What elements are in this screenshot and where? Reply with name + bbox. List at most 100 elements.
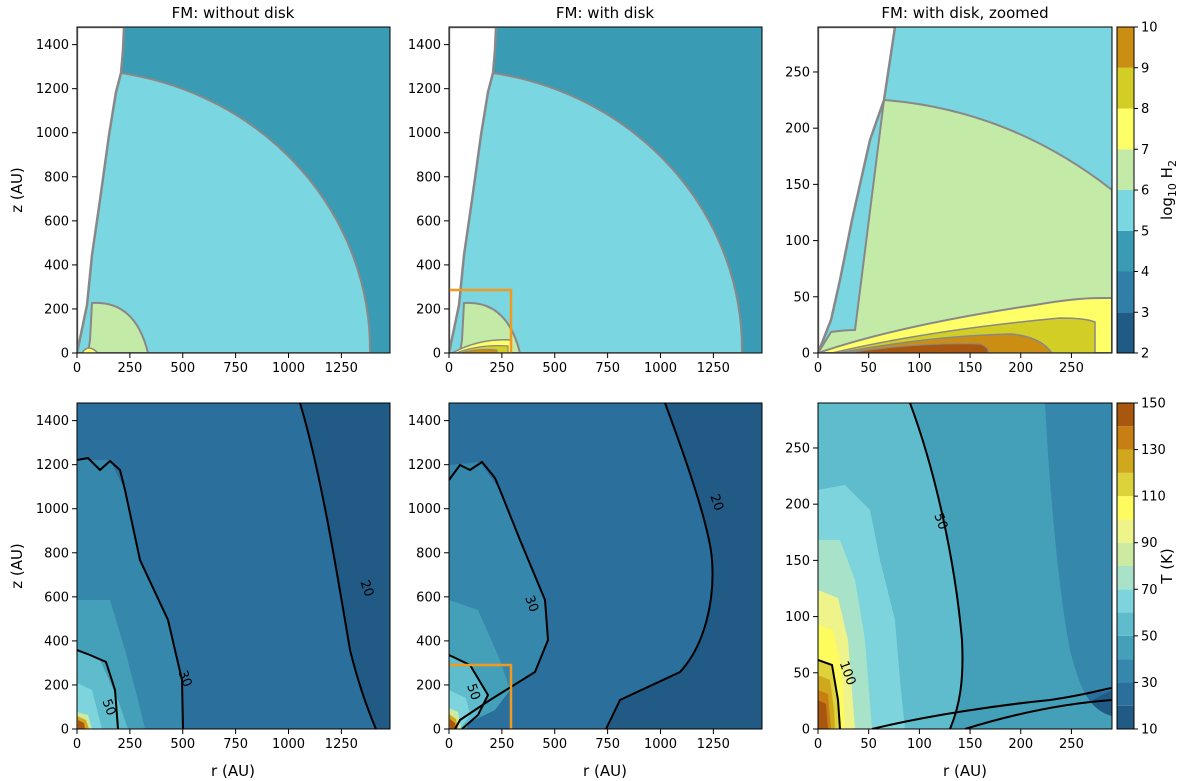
colorbar-tick-label: 2 xyxy=(1141,347,1149,362)
panel-h2-disk xyxy=(449,27,762,353)
colorbar-swatch xyxy=(1117,612,1134,636)
y-tick-label: 0 xyxy=(61,723,69,738)
x-tick-label: 1000 xyxy=(272,361,305,376)
axes-frame xyxy=(817,26,1113,354)
x-tick-label: 50 xyxy=(860,361,877,376)
colorbar-swatch xyxy=(1117,27,1134,68)
y-tick-label: 600 xyxy=(44,590,69,605)
colorbar-swatch xyxy=(1117,635,1134,660)
t-region-20-30 xyxy=(965,403,1112,729)
y-tick-label: 1000 xyxy=(36,502,69,517)
colorbar-tick-label: 110 xyxy=(1141,490,1166,505)
colorbar-swatch xyxy=(1117,449,1134,473)
x-tick-label: 200 xyxy=(1008,737,1033,752)
colorbar-swatch xyxy=(1117,472,1134,497)
zoom-box xyxy=(449,663,513,729)
x-tick-label: 750 xyxy=(223,361,248,376)
outflow-cavity xyxy=(77,27,126,353)
outflow-cavity xyxy=(818,27,897,353)
contour-label: 50 xyxy=(98,697,118,718)
colorbar-tick-label: 10 xyxy=(1141,21,1158,36)
y-tick-label: 0 xyxy=(802,723,810,738)
panel-h2-no-disk xyxy=(77,27,390,353)
colorbar-tick-label: 6 xyxy=(1141,184,1149,199)
y-label-top: z (AU) xyxy=(8,167,26,213)
y-tick-label: 1400 xyxy=(408,414,441,429)
contour-line xyxy=(77,649,119,729)
t-region-140-150 xyxy=(818,700,828,729)
x-tick-label: 0 xyxy=(445,361,453,376)
x-tick-label: 500 xyxy=(542,361,567,376)
x-tick-label: 500 xyxy=(542,737,567,752)
y-tick-label: 1000 xyxy=(36,126,69,141)
y-tick-label: 1000 xyxy=(408,126,441,141)
y-tick-label: 200 xyxy=(416,678,441,693)
x-tick-label: 250 xyxy=(1059,361,1084,376)
contour-line xyxy=(449,654,490,729)
y-tick-label: 400 xyxy=(416,634,441,649)
contour-label: 20 xyxy=(706,492,726,513)
x-tick-label: 1000 xyxy=(644,737,677,752)
x-tick-label: 150 xyxy=(958,361,983,376)
x-tick-label: 500 xyxy=(170,737,195,752)
colorbar-label-h2: log10 H2 xyxy=(1158,160,1179,220)
title-without-disk: FM: without disk xyxy=(172,4,295,22)
x-label: r (AU) xyxy=(943,762,987,780)
panel-h2-zoom xyxy=(818,27,1112,353)
x-tick-label: 1000 xyxy=(272,737,305,752)
colorbar-tick-label: 150 xyxy=(1141,397,1166,412)
x-tick-label: 1000 xyxy=(644,361,677,376)
x-tick-label: 100 xyxy=(907,737,932,752)
x-tick-label: 500 xyxy=(170,361,195,376)
colorbar-swatch xyxy=(1117,271,1134,313)
y-tick-label: 1200 xyxy=(36,82,69,97)
colorbar-swatch xyxy=(1117,519,1134,543)
y-tick-label: 200 xyxy=(44,678,69,693)
y-tick-label: 0 xyxy=(61,347,69,362)
y-tick-label: 1200 xyxy=(408,82,441,97)
y-tick-label: 150 xyxy=(785,554,810,569)
colorbar-swatch xyxy=(1117,149,1134,190)
generated-marks: 0 250 500 750 1000 12500200400600800100012001… xyxy=(36,21,1166,753)
colorbar-swatch xyxy=(1117,230,1134,272)
panel-t-disk xyxy=(449,403,762,729)
h2-region-5-6 xyxy=(818,98,1112,353)
x-tick-label: 100 xyxy=(907,361,932,376)
colorbar-tick-label: 7 xyxy=(1141,143,1149,158)
y-tick-label: 50 xyxy=(793,666,810,681)
colorbar-swatch xyxy=(1117,542,1134,566)
y-tick-label: 250 xyxy=(785,65,810,80)
colorbar-swatch xyxy=(1117,312,1134,353)
y-tick-label: 1200 xyxy=(36,458,69,473)
colorbar-swatch xyxy=(1117,108,1134,150)
outflow-cavity xyxy=(449,27,498,353)
axes-frame xyxy=(817,402,1113,730)
y-tick-label: 50 xyxy=(793,290,810,305)
y-tick-label: 1000 xyxy=(408,502,441,517)
colorbar-swatch xyxy=(1117,705,1134,729)
y-tick-label: 400 xyxy=(44,258,69,273)
x-tick-label: 0 xyxy=(445,737,453,752)
y-tick-label: 1400 xyxy=(36,38,69,53)
h2-region-5-6 xyxy=(86,301,150,353)
contour-line xyxy=(77,456,184,729)
colorbar-swatch xyxy=(1117,67,1134,109)
colorbar-tick-label: 5 xyxy=(1141,224,1149,239)
y-tick-label: 400 xyxy=(44,634,69,649)
x-tick-label: 250 xyxy=(489,737,514,752)
y-tick-label: 600 xyxy=(416,590,441,605)
t-region-140-150 xyxy=(78,720,85,729)
colorbar-swatch xyxy=(1117,496,1134,520)
contour-line xyxy=(299,403,377,729)
x-tick-label: 250 xyxy=(117,361,142,376)
y-tick-label: 200 xyxy=(416,302,441,317)
x-tick-label: 250 xyxy=(117,737,142,752)
colorbar-tick-label: 50 xyxy=(1141,629,1158,644)
x-tick-label: 250 xyxy=(489,361,514,376)
x-tick-label: 0 xyxy=(73,361,81,376)
contour-line xyxy=(909,403,964,729)
x-tick-label: 150 xyxy=(958,737,983,752)
y-label-bottom: z (AU) xyxy=(8,543,26,589)
zoom-box xyxy=(449,288,513,353)
